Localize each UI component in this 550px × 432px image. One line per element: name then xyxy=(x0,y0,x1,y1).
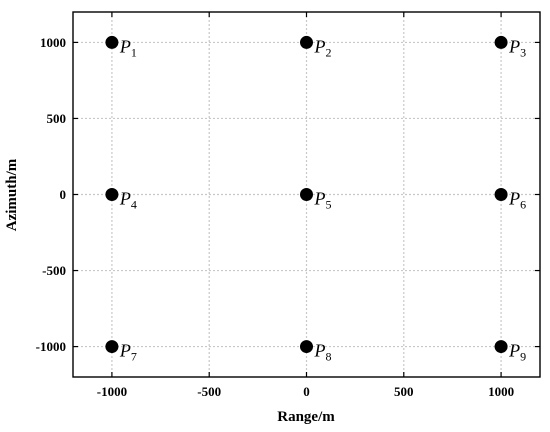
y-axis-label: Azimuth/m xyxy=(4,158,20,231)
point-label: P5 xyxy=(314,189,332,212)
x-tick-label: -500 xyxy=(197,384,221,399)
x-tick-label: -1000 xyxy=(97,384,127,399)
point-marker xyxy=(300,188,313,201)
point-label: P1 xyxy=(119,36,137,59)
x-tick-label: 1000 xyxy=(488,384,514,399)
y-tick-label: 500 xyxy=(47,111,67,126)
point-marker xyxy=(494,340,508,354)
point-marker xyxy=(300,35,313,49)
x-tick-label: 0 xyxy=(303,384,310,399)
y-tick-label: -500 xyxy=(42,263,66,278)
point-marker xyxy=(494,35,508,49)
x-axis-label: Range/m xyxy=(277,409,335,425)
axis-ticks: -1000 -500 0 500 1000 -1000 -500 0 500 1000 xyxy=(36,12,540,399)
data-points: P1 P2 P3 P4 P5 P6 P7 P8 P9 xyxy=(105,35,526,364)
point-label: P9 xyxy=(508,341,526,364)
point-label: P6 xyxy=(508,189,526,212)
point-label: P8 xyxy=(314,341,332,364)
point-label: P2 xyxy=(314,36,332,59)
point-marker xyxy=(494,188,508,201)
point-marker xyxy=(300,340,313,354)
grid-lines xyxy=(73,12,540,377)
x-tick-label: 500 xyxy=(394,384,414,399)
y-tick-label: 1000 xyxy=(40,35,66,50)
y-tick-label: -1000 xyxy=(36,339,66,354)
point-label: P7 xyxy=(119,341,137,364)
point-marker xyxy=(105,35,119,49)
point-label: P3 xyxy=(508,36,526,59)
point-marker xyxy=(105,188,119,201)
y-tick-label: 0 xyxy=(60,187,67,202)
point-marker xyxy=(105,340,119,354)
point-label: P4 xyxy=(119,189,137,212)
